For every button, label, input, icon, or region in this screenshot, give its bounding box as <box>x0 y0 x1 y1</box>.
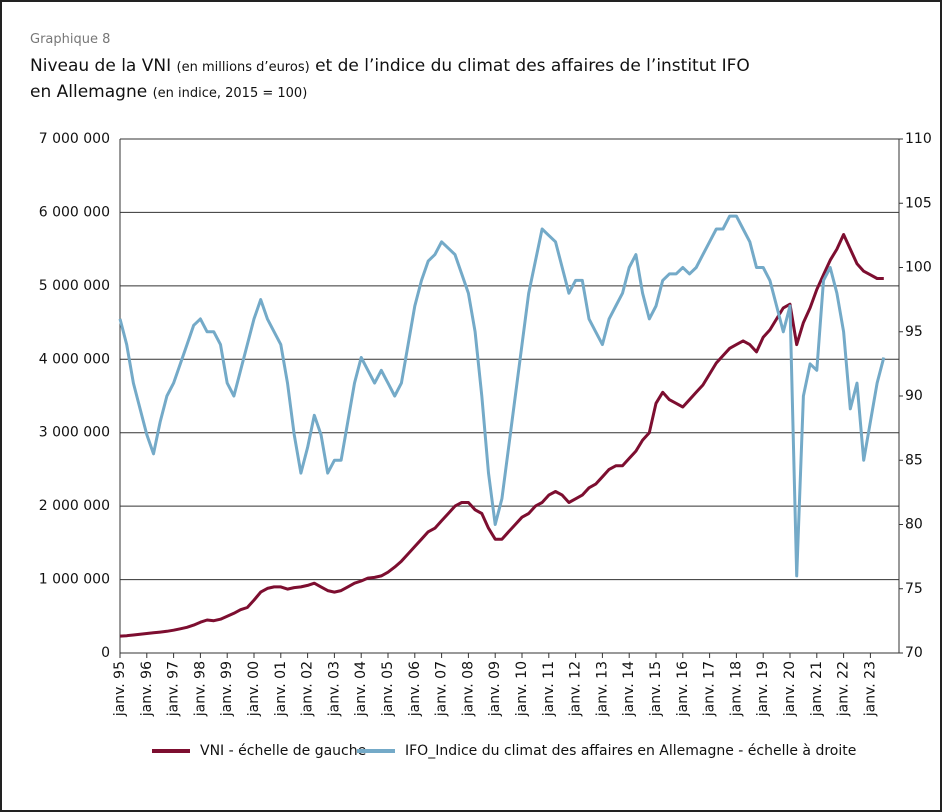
x-tick-label: janv. 21 <box>809 661 825 717</box>
y-tick-label: 3 000 000 <box>39 425 110 441</box>
x-tick-label: janv. 05 <box>380 661 396 717</box>
x-tick-label: janv. 09 <box>487 661 503 717</box>
x-tick-label: janv. 06 <box>407 661 423 717</box>
y-tick-label: 6 000 000 <box>39 204 110 220</box>
x-tick-label: janv. 03 <box>326 661 342 717</box>
legend-label: IFO_Indice du climat des affaires en All… <box>405 743 856 759</box>
y2-tick-label: 105 <box>905 195 932 211</box>
x-tick-label: janv. 23 <box>862 661 878 717</box>
line-series <box>118 214 886 578</box>
x-tick-label: janv. 08 <box>460 661 476 717</box>
x-tick-label: janv. 01 <box>273 661 289 717</box>
x-tick-label: janv. 11 <box>541 661 557 717</box>
y-tick-label: 7 000 000 <box>39 131 110 147</box>
legend-label: VNI - échelle de gauche <box>200 743 366 759</box>
y-tick-label: 1 000 000 <box>39 572 110 588</box>
y-tick-label: 2 000 000 <box>39 498 110 514</box>
title-part: et de l’indice du climat des affaires de… <box>309 56 750 76</box>
x-tick-label: janv. 13 <box>594 661 610 717</box>
x-tick-label: janv. 97 <box>166 661 182 717</box>
title-part: (en millions d’euros) <box>176 60 310 75</box>
x-tick-label: janv. 04 <box>353 661 369 717</box>
y2-tick-label: 110 <box>905 131 932 147</box>
y2-tick-label: 95 <box>905 324 923 340</box>
x-tick-label: janv. 19 <box>755 661 771 717</box>
y2-tick-label: 90 <box>905 388 923 404</box>
title-part: Niveau de la VNI <box>30 56 177 76</box>
y2-tick-label: 75 <box>905 581 923 597</box>
x-tick-label: janv. 10 <box>514 661 530 717</box>
x-tick-label: janv. 02 <box>300 661 316 717</box>
title-part: (en indice, 2015 = 100) <box>152 86 308 101</box>
x-tick-label: janv. 12 <box>568 661 584 717</box>
x-tick-label: janv. 15 <box>648 661 664 717</box>
x-tick-label: janv. 95 <box>112 661 128 717</box>
x-tick-label: janv. 14 <box>621 661 637 717</box>
x-tick-label: janv. 17 <box>702 661 718 717</box>
x-tick-label: janv. 18 <box>728 661 744 717</box>
x-tick-label: janv. 20 <box>782 661 798 717</box>
x-tick-label: janv. 00 <box>246 661 262 717</box>
x-tick-label: janv. 16 <box>675 661 691 717</box>
y2-tick-label: 80 <box>905 517 923 533</box>
y2-tick-label: 85 <box>905 452 923 468</box>
y2-tick-label: 70 <box>905 645 923 661</box>
x-tick-label: janv. 99 <box>219 661 235 717</box>
chart-title: Niveau de la VNI (en millions d’euros) e… <box>30 54 750 106</box>
x-tick-label: janv. 98 <box>192 661 208 717</box>
title-part: en Allemagne <box>30 82 153 102</box>
y-tick-label: 4 000 000 <box>39 351 110 367</box>
y2-tick-label: 100 <box>905 260 932 276</box>
chart-subtitle: Graphique 8 <box>30 32 111 47</box>
line-series <box>119 233 884 638</box>
x-tick-label: janv. 07 <box>434 661 450 717</box>
x-tick-label: janv. 96 <box>139 661 155 717</box>
x-tick-label: janv. 22 <box>836 661 852 717</box>
y-tick-label: 5 000 000 <box>39 278 110 294</box>
y-tick-label: 0 <box>101 645 110 661</box>
